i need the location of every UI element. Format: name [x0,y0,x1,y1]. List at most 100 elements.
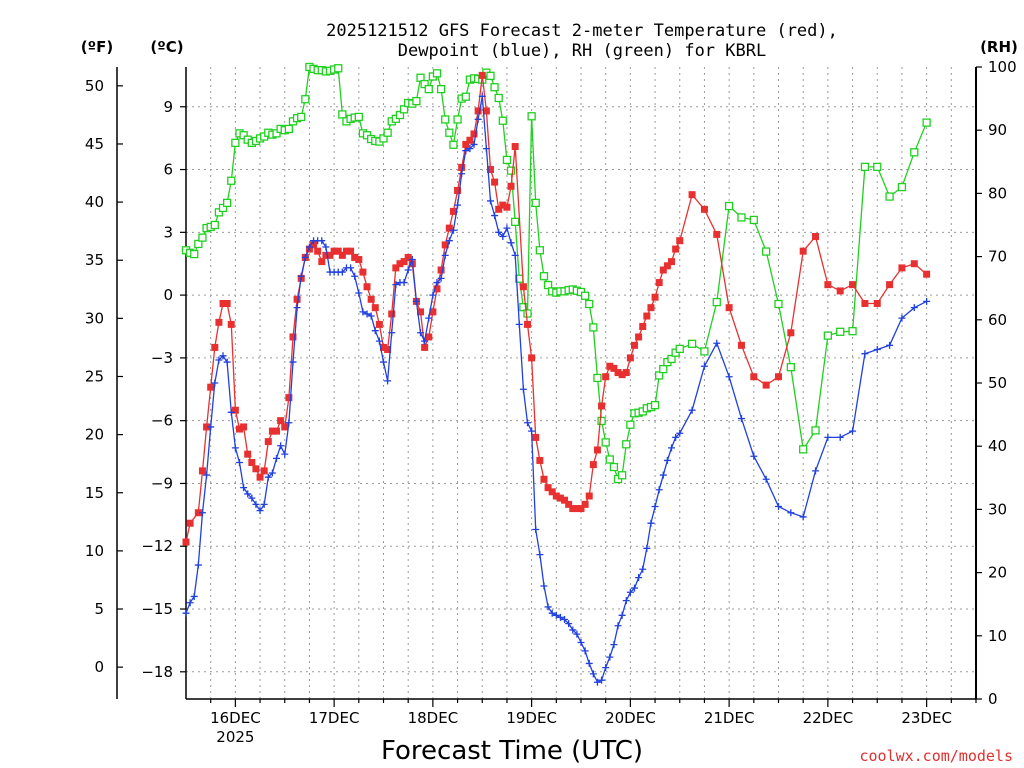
temperature-point [388,310,396,318]
temperature-point [449,207,457,215]
temperature-point [462,140,470,148]
temperature-point [334,247,342,255]
rh-tick-label: 20 [988,564,1007,582]
dewpoint-point [610,641,618,649]
temperature-point [668,258,676,266]
rh-point [535,246,545,255]
rh-point [231,138,240,147]
dewpoint-point [750,452,758,460]
dewpoint-point [873,346,881,354]
dewpoint-point [511,251,519,259]
temperature-point [923,270,931,278]
temperature-point [614,369,622,377]
credit-link[interactable]: coolwx.com/models [859,747,1013,765]
dewpoint-point [380,358,387,366]
temperature-point [355,256,363,264]
rh-point [799,445,808,454]
time-tick-label: 19DEC [506,709,557,727]
temperature-point [639,322,647,330]
dewpoint-point [182,609,190,617]
dewpoint-point [663,456,671,464]
fahrenheit-tick-label: 50 [85,77,104,95]
dewpoint-point [486,197,494,205]
dewpoint-point [589,670,597,678]
x-axis-title: Forecast Time (UTC) [381,736,643,766]
temperature-point [277,417,285,425]
dewpoint-point [799,513,807,521]
dewpoint-point [812,467,820,475]
celsius-tick-label: 3 [163,223,173,241]
temperature-point [264,438,272,446]
temperature-point [593,446,601,454]
temperature-point [581,500,589,508]
time-tick-label: 20DEC [605,709,656,727]
temperature-point [359,268,367,276]
rh-point [506,166,516,175]
temperature-point [626,354,634,362]
rh-point [424,84,433,94]
temperature-point [400,258,408,266]
dewpoint-point [289,358,297,366]
temperature-point [198,467,206,475]
temperature-point [643,312,651,320]
dewpoint-point [277,442,285,450]
celsius-tick-label: 6 [163,161,173,179]
dewpoint-point [285,419,293,427]
dewpoint-point [441,251,449,259]
temperature-point [482,107,490,115]
rh-point [659,364,668,374]
rh-point [650,400,660,410]
dewpoint-point [836,433,844,441]
rh-point [498,116,507,125]
temperature-point [812,233,820,241]
temperature-point [528,354,536,362]
rh-point [605,455,614,464]
temperature-point [330,247,338,255]
temperature-point [655,279,663,287]
dewpoint-point [548,609,556,617]
temperature-point [474,107,482,115]
dewpoint-point [400,279,408,287]
fahrenheit-tick-label: 45 [85,135,104,153]
dewpoint-point [676,429,684,437]
temperature-point [873,299,881,307]
rh-tick-label: 50 [988,374,1007,392]
dewpoint-point [227,408,235,416]
dewpoint-point [849,427,857,435]
rh-tick-label: 100 [988,58,1017,76]
temperature-point [342,247,350,255]
temperature-point [441,241,449,249]
temperature-point [433,285,441,293]
temperature-point [367,295,375,303]
rh-point [441,115,450,124]
rh-point [527,112,536,121]
dewpoint-point [585,659,593,667]
dewpoint-point [886,341,894,349]
temperature-point [647,304,655,312]
time-tick-label: 23DEC [901,709,952,727]
dewpoint-point [351,272,359,280]
dewpoint-point [737,415,745,423]
rh-point [432,69,442,78]
time-tick-label: 22DEC [803,709,854,727]
dewpoint-point [647,519,655,527]
temperature-point [375,320,383,328]
time-tick-label: 17DEC [309,709,360,727]
temperature-point [495,205,503,213]
rh-tick-label: 90 [988,121,1007,139]
temperature-point [219,299,227,307]
rh-point [910,148,919,157]
temperature-series [182,71,931,546]
temperature-point [659,266,667,274]
dewpoint-point [491,212,499,220]
temperature-point [577,505,585,513]
temperature-point [491,178,499,186]
dewpoint-point [762,475,770,483]
temperature-point [182,538,190,546]
celsius-unit-label: (ºC) [150,38,183,56]
dewpoint-point [244,490,252,498]
temperature-point [565,500,573,508]
time-tick-label: 16DEC [210,709,261,727]
dewpoint-point [639,565,647,573]
temperature-point [240,423,248,431]
